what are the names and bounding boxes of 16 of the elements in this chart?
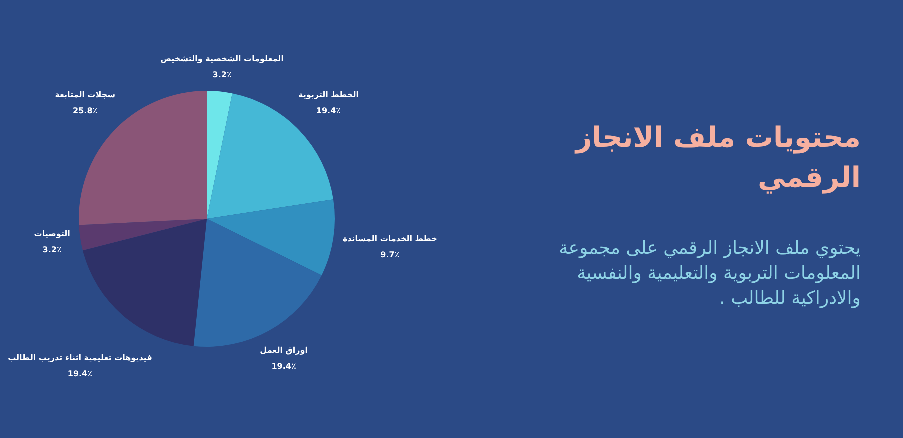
slice-label: خطط الخدمات المساندة — [342, 234, 438, 244]
data-label: 3.2٪ — [42, 246, 62, 255]
data-label: 3.2٪ — [212, 70, 232, 80]
data-label: 9.7٪ — [380, 250, 400, 260]
slice-label: سجلات المتابعة — [55, 90, 116, 100]
text: يحتوي ملف الانجاز الرقمي على مجموعة المعلومات التربوية والتعليمية والنفسية والادراكية للطالب . — [558, 237, 861, 311]
data-label: 19.4٪ — [316, 106, 342, 116]
slice-label: التوصيات — [34, 230, 71, 239]
slice-label: الخطط التربوية — [298, 90, 360, 100]
data-label: 25.8٪ — [73, 106, 98, 116]
data-label: 19.4٪ — [272, 362, 296, 371]
slice-label: المعلومات الشخصية والتشخيص — [160, 54, 284, 64]
slice-label: فيديوهات تعليمية اثناء تدريب الطالب — [8, 353, 152, 362]
slice-label: اوراق العمل — [260, 346, 308, 355]
text: محتويات ملف الانجاز الرقمي — [574, 120, 861, 196]
data-label: 19.4٪ — [68, 369, 93, 378]
